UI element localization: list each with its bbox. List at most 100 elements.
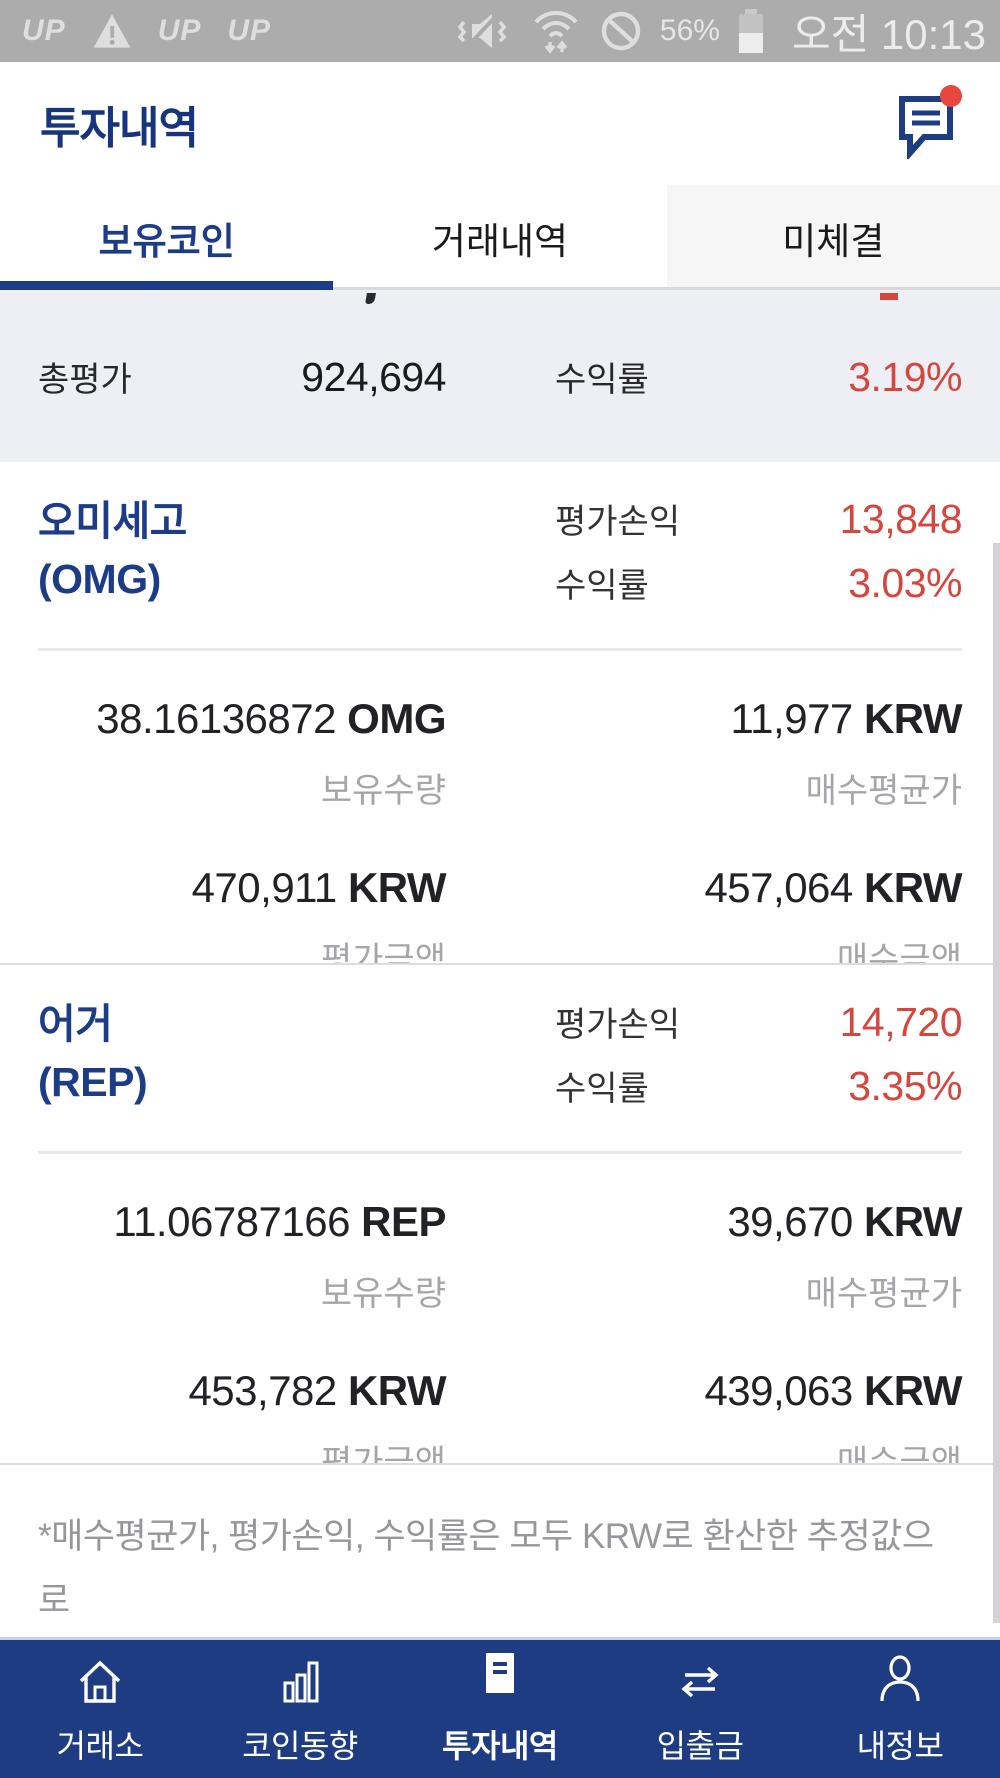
coin-card-omg[interactable]: 오미세고 (OMG) 평가손익 13,848 수익률 3.03% 38.1613… [0,462,1000,979]
yield-row: 수익률 3.35% [555,1061,962,1125]
clock: 오전 10:13 [791,10,986,58]
eval-amount-value: 470,911 [191,864,338,911]
notification-dot [940,84,962,107]
carrier-badge: UP [22,14,66,47]
carrier-badge: UP [227,14,272,47]
total-valuation-value: 924,694 [301,353,446,400]
battery-percent: 56% [659,14,720,47]
card-separator [0,963,1000,965]
clipped-row-artifact [365,293,376,304]
qty-value: 11.06787166 [113,1198,350,1245]
disclaimer-line1: *매수평균가, 평가손익, 수익률은 모두 KRW로 환산한 추정값으로 [38,1517,934,1620]
nav-label: 입출금 [656,1728,744,1764]
qty-unit: OMG [347,695,446,742]
coin-name: 어거 (REP) [38,995,148,1125]
buy-amount-value: 457,064 [704,864,853,911]
total-yield-label: 수익률 [555,360,649,399]
status-bar-right: 56% 오전 10:13 [457,1,986,62]
nav-item-coin-trends[interactable]: 코인동향 [200,1640,400,1778]
coin-pl-block: 평가손익 14,720 수익률 3.35% [555,997,963,1125]
divider [38,648,962,651]
portfolio-summary: 총평가 924,694 수익률 3.19% [0,290,1000,462]
coin-card-head: 어거 (REP) 평가손익 14,720 수익률 3.35% [38,995,963,1125]
coin-card-head: 오미세고 (OMG) 평가손익 13,848 수익률 3.03% [38,492,963,622]
mute-vibrate-icon [457,12,507,48]
total-valuation-label: 총평가 [38,360,132,399]
detail-row: 38.16136872 OMG 보유수량 11,977 KRW 매수평균가 [38,695,962,812]
person-icon [880,1655,920,1702]
yield-value: 3.03% [848,560,962,606]
divider [38,1151,962,1154]
list-icon [486,1653,514,1693]
tab-trade-history[interactable]: 거래내역 [431,220,569,262]
eval-amount-unit: KRW [347,864,447,911]
pl-value: 14,720 [839,999,963,1045]
coin-name-korean: 오미세고 [38,498,187,544]
eval-amount-value: 453,782 [188,1367,337,1414]
nav-label: 내정보 [856,1728,944,1764]
block-icon [601,11,641,51]
avg-price-value: 11,977 [730,695,853,742]
total-yield-value: 3.19% [848,353,962,400]
coin-name-korean: 어거 [38,1001,113,1047]
detail-row: 11.06787166 REP 보유수량 39,670 KRW 매수평균가 [38,1198,962,1315]
avg-price-label: 매수평균가 [805,772,962,810]
home-icon [79,1660,121,1703]
nav-label: 투자내역 [442,1728,558,1764]
message-button[interactable] [894,84,962,161]
coin-name: 오미세고 (OMG) [38,492,187,622]
pl-row: 평가손익 13,848 [555,494,963,558]
status-bar: UP UP UP 56% [0,0,1000,62]
avg-price-unit: KRW [863,1198,963,1245]
nav-item-exchange[interactable]: 거래소 [0,1640,200,1778]
carrier-badge: UP [157,14,202,47]
bottom-nav: 거래소 코인동향 투자내역 입출금 [0,1637,1000,1778]
avg-price-label: 매수평균가 [805,1275,962,1313]
holding-qty-cell: 11.06787166 REP 보유수량 [38,1198,446,1315]
tab-bar: 보유코인 거래내역 미체결 [0,185,1000,290]
page-title: 투자내역 [40,103,199,153]
yield-value: 3.35% [848,1063,962,1109]
yield-label: 수익률 [555,567,649,605]
nav-item-deposit-withdraw[interactable]: 입출금 [600,1640,800,1778]
avg-price-cell: 11,977 KRW 매수평균가 [555,695,962,812]
nav-item-investments[interactable]: 투자내역 [400,1640,600,1778]
nav-label: 거래소 [56,1728,144,1764]
qty-value: 38.16136872 [96,695,336,742]
battery-icon [738,9,763,53]
yield-label: 수익률 [555,1070,649,1108]
coin-card-rep[interactable]: 어거 (REP) 평가손익 14,720 수익률 3.35% 11.067871… [0,965,1000,1482]
status-bar-left: UP UP UP [22,12,271,50]
yield-row: 수익률 3.03% [555,558,962,622]
qty-label: 보유수량 [320,772,446,810]
eval-amount-cell: 470,911 KRW 평가금액 [38,864,447,981]
warning-icon [93,14,131,48]
buy-amount-unit: KRW [863,864,963,911]
qty-unit: REP [361,1198,446,1245]
coin-symbol: (OMG) [38,556,161,602]
nav-item-my-info[interactable]: 내정보 [800,1640,1000,1778]
avg-price-cell: 39,670 KRW 매수평균가 [555,1198,962,1315]
disclaimer-note: *매수평균가, 평가손익, 수익률은 모두 KRW로 환산한 추정값으로 참고용… [0,1463,1000,1696]
pl-row: 평가손익 14,720 [555,997,963,1061]
coin-pl-block: 평가손익 13,848 수익률 3.03% [555,494,963,622]
wifi-icon [534,11,578,54]
clipped-row-artifact-red [880,293,898,300]
total-valuation-group: 총평가 924,694 [38,352,446,401]
buy-amount-value: 439,063 [704,1367,853,1414]
scrollbar[interactable] [993,543,1000,1623]
coin-symbol: (REP) [38,1059,148,1105]
qty-label: 보유수량 [320,1275,446,1313]
holding-qty-cell: 38.16136872 OMG 보유수량 [38,695,446,812]
pl-value: 13,848 [839,496,963,542]
detail-row: 470,911 KRW 평가금액 457,064 KRW 매수금액 [38,864,963,981]
nav-label: 코인동향 [242,1728,358,1764]
tab-open-orders[interactable]: 미체결 [666,185,1000,290]
transfer-icon [681,1666,719,1698]
bar-chart-icon [283,1661,319,1703]
avg-price-value: 39,670 [727,1198,853,1245]
tab-holdings[interactable]: 보유코인 [0,185,334,290]
pl-label: 평가손익 [555,503,681,541]
buy-amount-unit: KRW [863,1367,963,1414]
total-yield-group: 수익률 3.19% [555,352,962,401]
